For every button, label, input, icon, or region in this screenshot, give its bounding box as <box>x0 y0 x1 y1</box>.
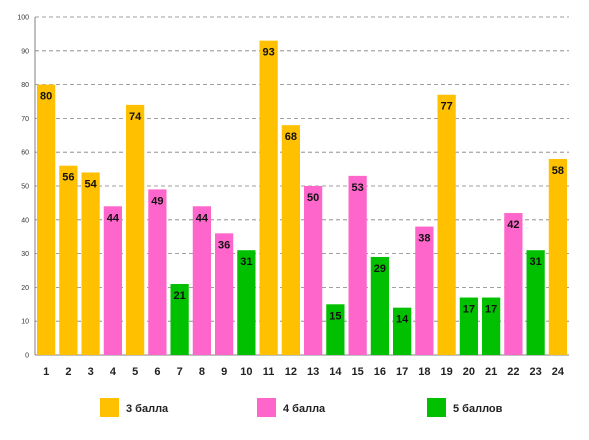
x-tick-label: 12 <box>285 366 297 378</box>
data-label: 77 <box>441 101 453 113</box>
data-label: 74 <box>129 111 142 123</box>
x-tick-label: 22 <box>507 366 519 378</box>
data-label: 44 <box>196 212 209 224</box>
x-tick-label: 20 <box>463 366 475 378</box>
x-tick-label: 1 <box>43 366 49 378</box>
bar-12 <box>281 125 300 355</box>
bar-8 <box>192 206 211 355</box>
data-label: 44 <box>107 212 120 224</box>
data-label: 21 <box>174 290 186 302</box>
x-tick-label: 19 <box>441 366 453 378</box>
x-tick-label: 3 <box>88 366 94 378</box>
data-label: 80 <box>40 91 52 103</box>
x-tick-label: 13 <box>307 366 319 378</box>
data-label: 53 <box>352 182 364 194</box>
data-label: 56 <box>62 172 74 184</box>
y-tick-label: 10 <box>21 319 29 326</box>
bar-23 <box>526 250 545 355</box>
bar-4 <box>103 206 122 355</box>
legend-swatch <box>427 398 446 417</box>
bar-2 <box>59 165 78 355</box>
bar-24 <box>548 158 567 355</box>
data-label: 29 <box>374 263 386 275</box>
data-label: 49 <box>151 195 163 207</box>
data-label: 68 <box>285 131 297 143</box>
legend-label: 4 балла <box>283 403 326 415</box>
bar-21 <box>482 297 501 355</box>
data-label: 15 <box>329 310 341 322</box>
x-tick-label: 9 <box>221 366 227 378</box>
data-label: 17 <box>463 304 475 316</box>
y-tick-label: 80 <box>21 82 29 89</box>
x-tick-label: 7 <box>177 366 183 378</box>
bar-16 <box>370 256 389 355</box>
data-label: 93 <box>263 47 275 59</box>
x-tick-label: 5 <box>132 366 138 378</box>
data-label: 58 <box>552 165 564 177</box>
data-label: 50 <box>307 192 319 204</box>
y-tick-label: 70 <box>21 116 29 123</box>
data-label: 54 <box>85 178 98 190</box>
y-tick-label: 40 <box>21 217 29 224</box>
data-label: 38 <box>418 233 430 245</box>
y-tick-label: 0 <box>25 353 29 360</box>
x-tick-label: 17 <box>396 366 408 378</box>
y-tick-label: 30 <box>21 251 29 258</box>
bar-1 <box>37 84 56 355</box>
data-label: 42 <box>507 219 519 231</box>
bar-17 <box>393 307 412 355</box>
x-tick-label: 4 <box>110 366 117 378</box>
y-tick-label: 20 <box>21 285 29 292</box>
x-tick-label: 14 <box>329 366 342 378</box>
bar-19 <box>437 94 456 356</box>
bar-6 <box>148 189 167 355</box>
bar-14 <box>326 304 345 355</box>
x-tick-label: 15 <box>352 366 364 378</box>
x-tick-label: 24 <box>552 366 565 378</box>
bar-13 <box>304 186 323 355</box>
bar-7 <box>170 284 189 355</box>
x-tick-label: 21 <box>485 366 497 378</box>
y-tick-label: 50 <box>21 184 29 191</box>
legend-swatch <box>257 398 276 417</box>
bar-3 <box>81 172 100 355</box>
x-tick-label: 10 <box>240 366 252 378</box>
y-tick-label: 60 <box>21 150 29 157</box>
bar-20 <box>459 297 478 355</box>
bar-9 <box>215 233 234 355</box>
y-tick-label: 100 <box>17 15 29 22</box>
x-tick-label: 6 <box>154 366 160 378</box>
bar-18 <box>415 226 434 355</box>
data-label: 31 <box>240 256 252 268</box>
legend-swatch <box>100 398 119 417</box>
x-tick-label: 23 <box>530 366 542 378</box>
data-label: 31 <box>530 256 542 268</box>
bar-15 <box>348 175 367 355</box>
data-label: 36 <box>218 239 230 251</box>
legend-label: 3 балла <box>126 403 169 415</box>
data-label: 17 <box>485 304 497 316</box>
bar-10 <box>237 250 256 355</box>
y-tick-label: 90 <box>21 48 29 55</box>
data-label: 14 <box>396 314 409 326</box>
x-tick-label: 8 <box>199 366 205 378</box>
bar-11 <box>259 40 278 355</box>
bar-5 <box>126 104 145 355</box>
legend-label: 5 баллов <box>453 403 503 415</box>
x-tick-label: 2 <box>65 366 71 378</box>
bar-22 <box>504 213 523 355</box>
x-tick-label: 11 <box>263 366 275 378</box>
x-tick-label: 18 <box>418 366 430 378</box>
x-tick-label: 16 <box>374 366 386 378</box>
